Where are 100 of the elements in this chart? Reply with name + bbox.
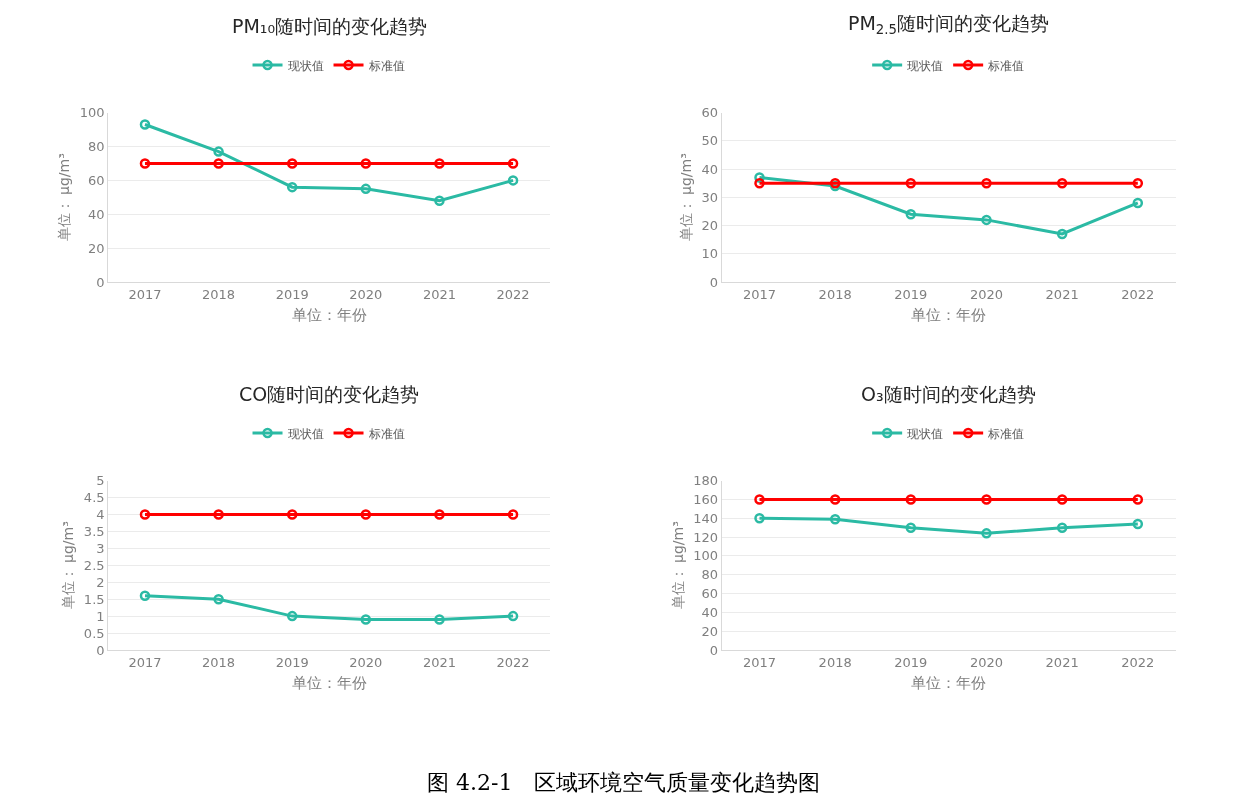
- legend-label: 现状值: [907, 426, 944, 441]
- x-tick-label: 2017: [742, 654, 777, 670]
- point: [1132, 518, 1144, 530]
- x-tick-label: 2019: [275, 286, 309, 302]
- y-tick-label: 1.5: [83, 591, 105, 607]
- x-axis-title: 单位：年份: [291, 305, 367, 324]
- y-tick-label: 100: [693, 548, 719, 564]
- x-tick-label: 2019: [894, 286, 928, 302]
- x-tick-label: 2019: [894, 654, 928, 670]
- point: [434, 614, 445, 625]
- y-tick-label: 20: [701, 218, 719, 234]
- x-tick-label: 2020: [969, 286, 1004, 302]
- point: [360, 158, 372, 169]
- y-axis-title: 单位： μg/m³: [678, 153, 695, 242]
- y-tick-label: 3.5: [83, 524, 105, 540]
- point: [360, 614, 372, 625]
- x-tick-label: 2017: [128, 654, 162, 670]
- point: [213, 593, 224, 605]
- y-tick-label: 2: [96, 574, 105, 590]
- point: [829, 494, 841, 505]
- point: [981, 528, 992, 539]
- y-tick-label: 140: [693, 510, 719, 526]
- x-tick-label: 2018: [818, 654, 852, 670]
- point: [1056, 177, 1068, 189]
- y-tick-label: 50: [701, 133, 719, 149]
- point: [754, 513, 765, 524]
- x-tick-label: 2017: [742, 286, 777, 302]
- point: [905, 522, 917, 533]
- y-tick-label: 2.5: [83, 557, 105, 573]
- y-tick-label: 5: [96, 473, 105, 489]
- y-tick-label: 30: [701, 189, 719, 205]
- point: [1132, 197, 1144, 209]
- point: [434, 509, 445, 520]
- y-tick-label: 180: [693, 473, 719, 489]
- legend-label: 标准值: [367, 58, 405, 73]
- chart-title: O₃随时间的变化趋势: [861, 383, 1036, 405]
- x-tick-label: 2022: [1121, 286, 1155, 302]
- y-tick-label: 40: [88, 206, 105, 222]
- point: [507, 509, 519, 520]
- point: [829, 513, 841, 525]
- x-tick-label: 2022: [496, 286, 530, 302]
- y-tick-label: 20: [701, 623, 719, 639]
- x-tick-label: 2022: [1121, 654, 1155, 670]
- y-tick-label: 0: [96, 642, 105, 658]
- y-tick-label: 100: [79, 105, 105, 121]
- point: [981, 214, 992, 226]
- y-tick-label: 4: [96, 507, 105, 523]
- point: [754, 177, 765, 189]
- y-tick-label: 0: [96, 274, 105, 290]
- point: [213, 146, 224, 157]
- point: [1056, 228, 1068, 240]
- y-tick-label: 60: [701, 586, 719, 602]
- x-tick-label: 2021: [422, 286, 456, 302]
- y-tick-label: 10: [701, 246, 719, 262]
- x-tick-label: 2020: [349, 654, 383, 670]
- x-axis-title: 单位：年份: [911, 673, 987, 692]
- legend-label: 标准值: [367, 426, 405, 441]
- x-tick-label: 2022: [496, 654, 530, 670]
- legend-label: 现状值: [287, 58, 324, 73]
- y-axis-title: 单位： μg/m³: [56, 153, 73, 242]
- y-tick-label: 60: [701, 105, 719, 121]
- y-tick-label: 80: [88, 139, 105, 155]
- point: [360, 183, 372, 195]
- legend-label: 标准值: [987, 426, 1025, 441]
- point: [139, 158, 151, 169]
- legend-label: 现状值: [287, 426, 324, 441]
- point: [360, 509, 372, 520]
- y-tick-label: 160: [693, 492, 719, 508]
- x-tick-label: 2018: [818, 286, 852, 302]
- x-tick-label: 2021: [1045, 286, 1079, 302]
- x-tick-label: 2019: [275, 654, 309, 670]
- point: [905, 209, 917, 220]
- point: [139, 509, 151, 520]
- point: [1056, 494, 1068, 505]
- y-tick-label: 80: [701, 567, 719, 583]
- point: [286, 181, 298, 193]
- point: [434, 158, 445, 169]
- y-tick-label: 20: [88, 240, 105, 256]
- point: [139, 590, 151, 602]
- y-axis-title: 单位： μg/m³: [60, 521, 77, 610]
- chart-title: PM$_{2.5}$随时间的变化趋势: [848, 12, 1050, 37]
- legend-label: 标准值: [987, 58, 1025, 73]
- caption: 图 4.2-1 区域环境空气质量变化趋势图: [427, 770, 821, 795]
- point: [1132, 177, 1144, 189]
- y-tick-label: 60: [88, 172, 105, 188]
- x-tick-label: 2020: [349, 286, 383, 302]
- chart-title: PM₁₀随时间的变化趋势: [232, 15, 428, 37]
- point: [507, 158, 519, 169]
- y-tick-label: 1: [96, 608, 105, 624]
- point: [981, 177, 992, 189]
- legend-label: 现状值: [907, 58, 944, 73]
- point: [434, 195, 445, 206]
- y-tick-label: 4.5: [83, 490, 105, 506]
- x-axis-title: 单位：年份: [911, 305, 987, 324]
- x-tick-label: 2018: [202, 654, 236, 670]
- x-tick-label: 2018: [202, 286, 236, 302]
- y-axis-title: 单位： μg/m³: [669, 521, 686, 610]
- x-tick-label: 2020: [969, 654, 1004, 670]
- point: [286, 158, 298, 169]
- point: [139, 119, 151, 130]
